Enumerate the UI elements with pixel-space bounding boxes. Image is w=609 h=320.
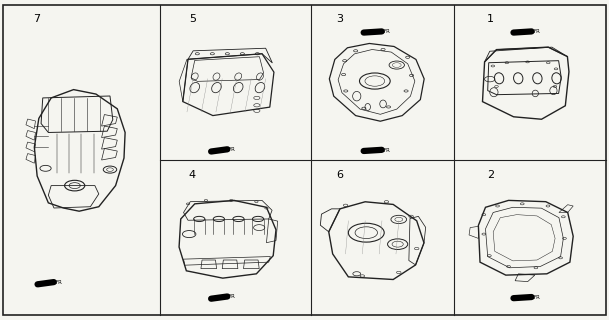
Text: 2: 2 bbox=[487, 170, 495, 180]
Text: FR: FR bbox=[229, 294, 236, 300]
Text: 7: 7 bbox=[33, 14, 41, 24]
Text: 1: 1 bbox=[487, 14, 494, 24]
Text: FR: FR bbox=[55, 280, 62, 285]
Text: 4: 4 bbox=[189, 170, 196, 180]
Text: FR: FR bbox=[384, 29, 390, 34]
Text: FR: FR bbox=[533, 29, 540, 34]
Text: 6: 6 bbox=[336, 170, 343, 180]
Text: FR: FR bbox=[533, 295, 540, 300]
Text: 3: 3 bbox=[336, 14, 343, 24]
Text: FR: FR bbox=[384, 148, 390, 153]
Text: 5: 5 bbox=[189, 14, 195, 24]
Text: FR: FR bbox=[229, 147, 236, 152]
